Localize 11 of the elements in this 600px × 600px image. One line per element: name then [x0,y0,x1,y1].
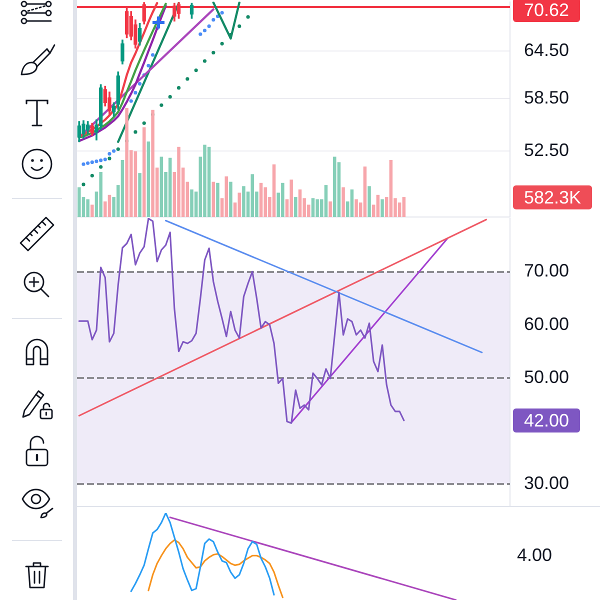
y-tick-label: 60.00 [524,314,570,334]
y-tick-label: 52.50 [524,140,570,160]
ref-line-label: 70.62 [524,0,570,20]
y-tick-label: 58.50 [524,87,570,108]
text: 4.00 [517,544,552,565]
y-tick-label: 64.50 [524,40,570,60]
text: 42.00 [524,410,570,430]
text: 582.3K [524,187,582,208]
y-tick-label: 30.00 [524,473,570,494]
y-tick-label: 70.00 [524,260,570,281]
y-tick-label: 50.00 [524,366,570,387]
